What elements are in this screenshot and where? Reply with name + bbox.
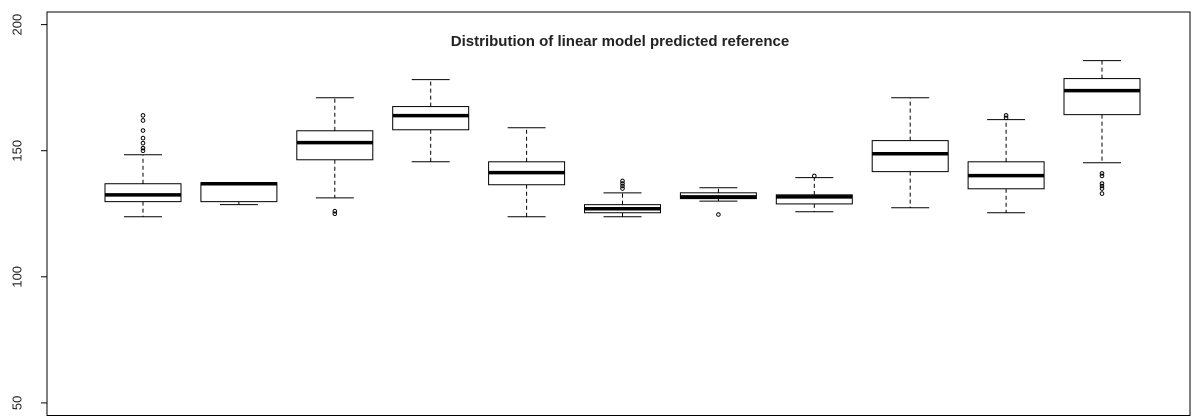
outlier bbox=[1099, 181, 1105, 186]
outlier bbox=[332, 211, 338, 217]
outlier bbox=[1099, 191, 1105, 196]
outlier bbox=[620, 178, 625, 184]
outlier bbox=[812, 173, 817, 179]
outlier bbox=[1099, 173, 1105, 179]
outlier bbox=[716, 212, 721, 217]
outlier bbox=[332, 208, 338, 214]
outlier bbox=[620, 186, 625, 191]
outlier bbox=[140, 135, 146, 141]
outlier bbox=[140, 118, 146, 123]
y-tick-label: 150 bbox=[9, 140, 24, 162]
outlier bbox=[140, 140, 146, 146]
outlier bbox=[620, 183, 625, 189]
chart-title: Distribution of linear model predicted r… bbox=[451, 33, 789, 50]
outlier bbox=[1099, 183, 1105, 189]
box bbox=[392, 106, 470, 131]
outlier bbox=[1099, 186, 1105, 191]
y-tick-label: 50 bbox=[9, 396, 24, 410]
y-tick-label: 200 bbox=[9, 14, 24, 36]
box bbox=[200, 182, 278, 203]
outlier bbox=[1099, 171, 1105, 176]
outlier bbox=[140, 128, 146, 133]
outlier bbox=[1003, 113, 1009, 118]
box bbox=[296, 130, 374, 161]
y-tick-label: 100 bbox=[9, 266, 24, 288]
box bbox=[871, 140, 949, 173]
plot-frame bbox=[46, 11, 1191, 416]
outlier bbox=[620, 181, 625, 186]
outlier bbox=[1003, 115, 1009, 121]
box bbox=[1063, 78, 1141, 116]
box bbox=[775, 194, 853, 205]
box bbox=[104, 183, 182, 203]
outlier bbox=[140, 113, 146, 118]
outlier bbox=[140, 148, 146, 154]
outlier bbox=[140, 145, 146, 151]
